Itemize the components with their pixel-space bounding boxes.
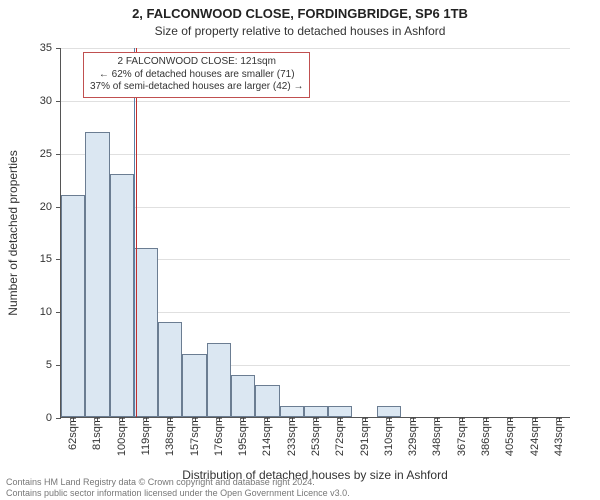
x-tick-label: 443sqm [553,417,565,456]
y-tick-mark [56,101,61,102]
histogram-bar [134,248,158,417]
plot-area: 62sqm81sqm100sqm119sqm138sqm157sqm176sqm… [60,48,570,418]
y-tick-mark [56,418,61,419]
x-tick-label: 367sqm [456,417,468,456]
footer-line-1: Contains HM Land Registry data © Crown c… [6,477,350,487]
histogram-bar [85,132,109,417]
y-tick-label: 15 [22,253,52,265]
x-tick-label: 233sqm [286,417,298,456]
annotation-line-2: ← 62% of detached houses are smaller (71… [90,69,303,82]
histogram-bar [110,174,134,417]
annotation-line-3: 37% of semi-detached houses are larger (… [90,81,303,94]
annotation-line-1: 2 FALCONWOOD CLOSE: 121sqm [90,56,303,69]
x-tick-label: 157sqm [189,417,201,456]
histogram-bar [158,322,182,417]
x-tick-label: 272sqm [334,417,346,456]
histogram-bar [280,406,304,417]
x-tick-label: 138sqm [164,417,176,456]
histogram-bar [182,354,206,417]
y-tick-label: 0 [22,412,52,424]
y-tick-label: 25 [22,148,52,160]
x-tick-label: 62sqm [67,417,79,450]
x-tick-label: 386sqm [480,417,492,456]
x-tick-label: 176sqm [213,417,225,456]
chart-title: 2, FALCONWOOD CLOSE, FORDINGBRIDGE, SP6 … [0,6,600,21]
x-tick-label: 81sqm [91,417,103,450]
y-tick-mark [56,48,61,49]
y-ticks: 05101520253035 [0,48,56,418]
histogram-bar [255,385,279,417]
x-tick-label: 348sqm [431,417,443,456]
histogram-bar [328,406,352,417]
footer-text: Contains HM Land Registry data © Crown c… [6,477,350,498]
x-tick-label: 214sqm [261,417,273,456]
y-tick-mark [56,154,61,155]
x-tick-label: 253sqm [310,417,322,456]
y-tick-label: 10 [22,306,52,318]
y-tick-label: 20 [22,201,52,213]
annotation-box: 2 FALCONWOOD CLOSE: 121sqm← 62% of detac… [83,52,310,98]
x-tick-label: 424sqm [529,417,541,456]
x-tick-label: 329sqm [407,417,419,456]
x-tick-label: 100sqm [116,417,128,456]
y-tick-label: 5 [22,359,52,371]
marker-line [136,48,137,417]
x-tick-label: 195sqm [237,417,249,456]
y-tick-label: 30 [22,95,52,107]
footer-line-2: Contains public sector information licen… [6,488,350,498]
histogram-bar [61,195,85,417]
histogram-bar [377,406,401,417]
y-tick-label: 35 [22,42,52,54]
x-tick-label: 310sqm [383,417,395,456]
chart-container: 2, FALCONWOOD CLOSE, FORDINGBRIDGE, SP6 … [0,0,600,500]
histogram-bar [304,406,328,417]
chart-subtitle: Size of property relative to detached ho… [0,24,600,38]
split-line [134,48,135,417]
x-tick-label: 291sqm [359,417,371,456]
x-tick-label: 119sqm [140,417,152,455]
x-tick-label: 405sqm [504,417,516,456]
histogram-bar [207,343,231,417]
histogram-bar [231,375,255,417]
